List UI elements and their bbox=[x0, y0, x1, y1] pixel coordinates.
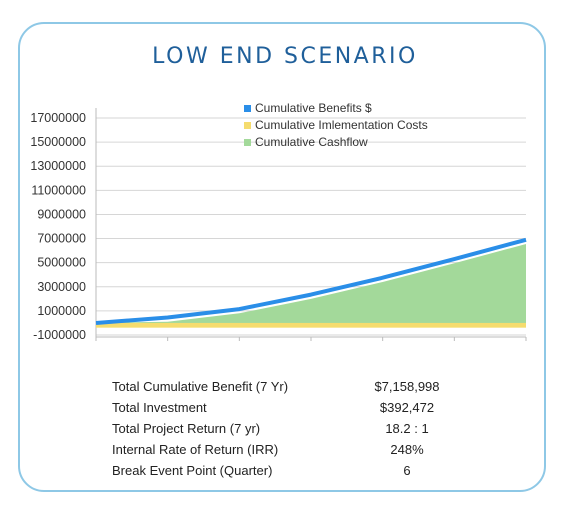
chart-legend: Cumulative Benefits $ Cumulative Imlement… bbox=[244, 101, 428, 149]
summary-value: 248% bbox=[390, 442, 424, 457]
y-tick-label: 17000000 bbox=[30, 111, 86, 125]
summary-value: $392,472 bbox=[379, 400, 435, 415]
y-axis-tick-labels: 17000000 15000000 13000000 11000000 9000000 7… bbox=[30, 111, 86, 342]
series-costs-area bbox=[96, 322, 526, 328]
summary-label: Internal Rate of Return (IRR) bbox=[112, 442, 279, 457]
chart-gridlines bbox=[95, 108, 526, 339]
y-tick-label: -1000000 bbox=[33, 328, 86, 342]
y-tick-label: 15000000 bbox=[30, 135, 86, 149]
y-tick-label: 11000000 bbox=[31, 183, 86, 197]
legend-label: Cumulative Cashflow bbox=[255, 135, 368, 149]
legend-label: Cumulative Imlementation Costs bbox=[255, 118, 428, 132]
summary-value: 6 bbox=[403, 463, 411, 478]
summary-row: Total Cumulative Benefit (7 Yr) $7,158,9… bbox=[112, 376, 472, 397]
y-tick-label: 7000000 bbox=[37, 232, 86, 246]
y-tick-label: 1000000 bbox=[37, 304, 86, 318]
summary-label: Total Investment bbox=[112, 400, 207, 415]
summary-row: Total Project Return (7 yr) 18.2 : 1 bbox=[112, 418, 472, 439]
legend-swatch bbox=[244, 122, 251, 129]
legend-label: Cumulative Benefits $ bbox=[255, 101, 372, 115]
legend-swatch bbox=[244, 105, 251, 112]
summary-table: Total Cumulative Benefit (7 Yr) $7,158,9… bbox=[112, 376, 472, 481]
series-benefits-line bbox=[95, 237, 527, 325]
page-title: LOW END SCENARIO bbox=[152, 44, 418, 69]
y-tick-label: 3000000 bbox=[37, 280, 86, 294]
y-tick-label: 5000000 bbox=[37, 256, 86, 270]
summary-value: $7,158,998 bbox=[374, 379, 440, 394]
summary-value: 18.2 : 1 bbox=[385, 421, 429, 436]
summary-row: Break Event Point (Quarter) 6 bbox=[112, 460, 472, 481]
chart-series-areas bbox=[95, 237, 527, 328]
summary-label: Total Project Return (7 yr) bbox=[112, 421, 261, 436]
series-cashflow-area bbox=[96, 243, 526, 323]
summary-label: Total Cumulative Benefit (7 Yr) bbox=[112, 379, 289, 394]
summary-row: Internal Rate of Return (IRR) 248% bbox=[112, 439, 472, 460]
y-tick-label: 13000000 bbox=[30, 159, 86, 173]
legend-swatch bbox=[244, 139, 251, 146]
x-axis bbox=[95, 336, 527, 341]
y-tick-label: 9000000 bbox=[37, 207, 86, 221]
summary-label: Break Event Point (Quarter) bbox=[112, 463, 273, 478]
summary-row: Total Investment $392,472 bbox=[112, 397, 472, 418]
